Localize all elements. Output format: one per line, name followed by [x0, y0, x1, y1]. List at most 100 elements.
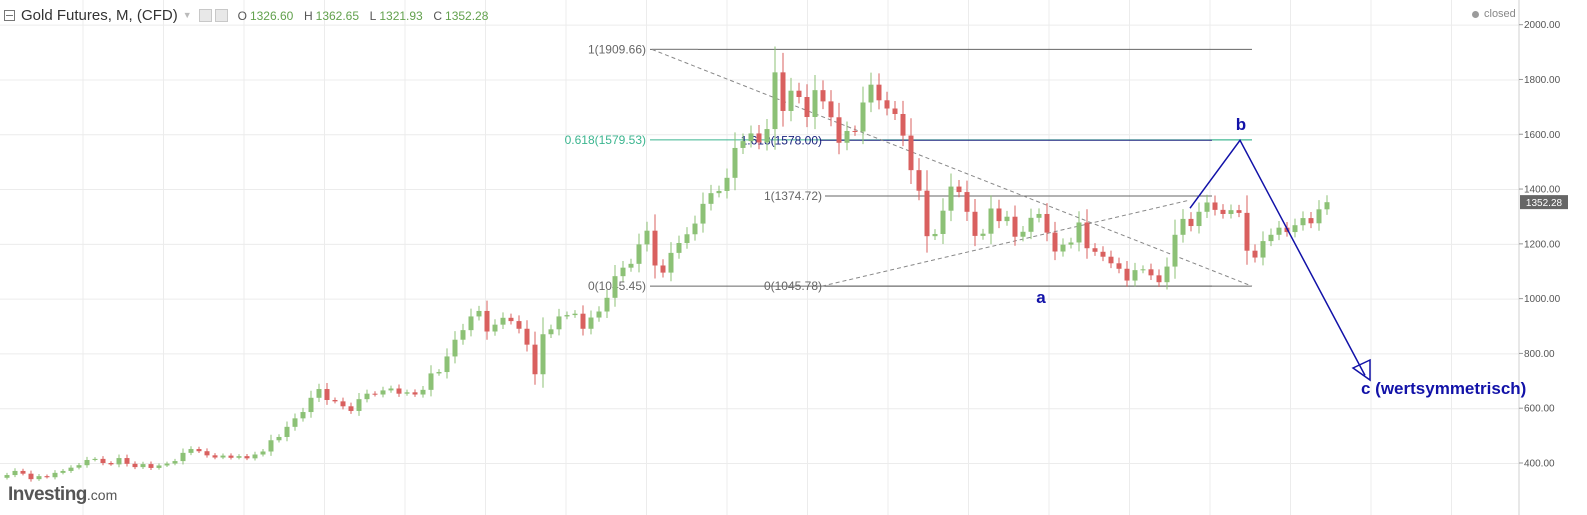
- market-status-label: closed: [1484, 8, 1516, 20]
- candle-up: [252, 454, 258, 459]
- candle-down: [1084, 222, 1090, 249]
- candle-down: [324, 389, 330, 400]
- ohlc-high-value: 1362.65: [315, 8, 360, 23]
- candle-up: [188, 449, 194, 453]
- candle-up: [1228, 210, 1234, 214]
- candle-up: [788, 90, 794, 111]
- candle-up: [1028, 217, 1034, 232]
- candle-down: [124, 458, 130, 464]
- candle-up: [1260, 241, 1266, 258]
- candle-up: [476, 310, 482, 317]
- candle-down: [908, 135, 914, 171]
- candle-up: [948, 186, 954, 211]
- candle-down: [44, 476, 50, 478]
- candle-up: [1060, 244, 1066, 252]
- ohlc-readout: O 1326.60 H 1362.65 L 1321.93 C 1352.28: [231, 8, 489, 23]
- chevron-down-icon[interactable]: ▼: [182, 10, 192, 20]
- y-tick-label: 1800.00: [1524, 75, 1561, 86]
- fib-level-label: 0.618(1579.53): [565, 133, 646, 147]
- candle-down: [108, 463, 114, 465]
- candle-down: [916, 170, 922, 191]
- y-tick-label: 1200.00: [1524, 239, 1561, 250]
- candle-up: [548, 329, 554, 335]
- candle-down: [820, 90, 826, 102]
- price-axis[interactable]: 2000.00 1800.00 1600.00 1400.00 1200.00 1000.…: [1519, 20, 1561, 470]
- candle-up: [164, 463, 170, 466]
- candle-down: [580, 313, 586, 329]
- candle-down: [20, 470, 26, 474]
- candle-down: [484, 310, 490, 332]
- candle-up: [60, 470, 66, 473]
- candle-down: [340, 401, 346, 407]
- candle-down: [1092, 248, 1098, 252]
- candle-up: [356, 399, 362, 411]
- candle-up: [68, 467, 74, 471]
- last-price-marker: 1352.28: [1520, 195, 1568, 210]
- collapse-icon[interactable]: [4, 9, 15, 21]
- fibonacci-retracement[interactable]: 1(1909.66)0.618(1579.53)0(1045.45)1.618(…: [565, 42, 1252, 293]
- chart-header: Gold Futures, M, (CFD) ▼ O 1326.60 H 1362.…: [0, 4, 488, 26]
- candle-up: [644, 230, 650, 245]
- candle-up: [1316, 209, 1322, 224]
- candle-up: [1004, 216, 1010, 222]
- candle-up: [932, 233, 938, 237]
- candle-down: [244, 456, 250, 459]
- candle-down: [964, 192, 970, 212]
- candle-up: [612, 276, 618, 298]
- candle-down: [204, 451, 210, 456]
- market-status: closed: [1472, 8, 1516, 20]
- candle-up: [1076, 222, 1082, 243]
- candle-up: [428, 373, 434, 390]
- candle-down: [1308, 218, 1314, 224]
- candle-up: [420, 389, 426, 395]
- candle-down: [892, 108, 898, 114]
- wave-label-b: b: [1236, 115, 1246, 134]
- ohlc-open-key: O: [237, 8, 247, 23]
- candle-up: [1036, 213, 1042, 218]
- symbol-title[interactable]: Gold Futures, M, (CFD): [21, 6, 178, 24]
- candle-down: [924, 190, 930, 237]
- ohlc-close-key: C: [433, 8, 443, 23]
- candle-up: [940, 210, 946, 234]
- candle-up: [1132, 270, 1138, 281]
- y-tick-label: 2000.00: [1524, 20, 1561, 31]
- candle-up: [4, 475, 10, 478]
- candle-up: [380, 390, 386, 395]
- candle-up: [1204, 202, 1210, 212]
- close-icon[interactable]: [214, 8, 228, 22]
- candle-down: [1052, 232, 1058, 252]
- candle-down: [396, 388, 402, 394]
- candle-up: [1172, 234, 1178, 267]
- logo-suffix: .com: [86, 487, 118, 503]
- candle-up: [172, 461, 178, 464]
- settings-icon[interactable]: [198, 8, 212, 22]
- candle-up: [1020, 231, 1026, 237]
- elliott-wave-projection[interactable]: a b c (wertsymmetrisch): [1036, 115, 1526, 398]
- candle-up: [492, 324, 498, 332]
- candle-up: [444, 356, 450, 373]
- y-tick-label: 1400.00: [1524, 185, 1561, 196]
- candle-down: [1012, 216, 1018, 237]
- candle-up: [316, 389, 322, 398]
- candle-up: [1268, 234, 1274, 242]
- ohlc-high-key: H: [303, 8, 313, 23]
- fib-extension-label: 1(1374.72): [764, 189, 822, 203]
- candle-down: [1156, 275, 1162, 283]
- trend-lines[interactable]: [651, 48, 1253, 287]
- candle-down: [1116, 263, 1122, 269]
- candlestick-series[interactable]: [4, 46, 1330, 482]
- ohlc-open-value: 1326.60: [249, 8, 294, 23]
- candle-up: [564, 315, 570, 317]
- candle-down: [1252, 250, 1258, 258]
- ohlc-low-key: L: [369, 8, 377, 23]
- candle-down: [796, 90, 802, 98]
- candle-up: [708, 193, 714, 204]
- wave-label-c: c (wertsymmetrisch): [1361, 379, 1526, 398]
- wave-path: [1189, 138, 1366, 376]
- candle-down: [804, 97, 810, 118]
- candle-up: [628, 263, 634, 268]
- candle-up: [764, 129, 770, 143]
- y-tick-label: 400.00: [1524, 459, 1555, 470]
- candle-down: [1100, 251, 1106, 257]
